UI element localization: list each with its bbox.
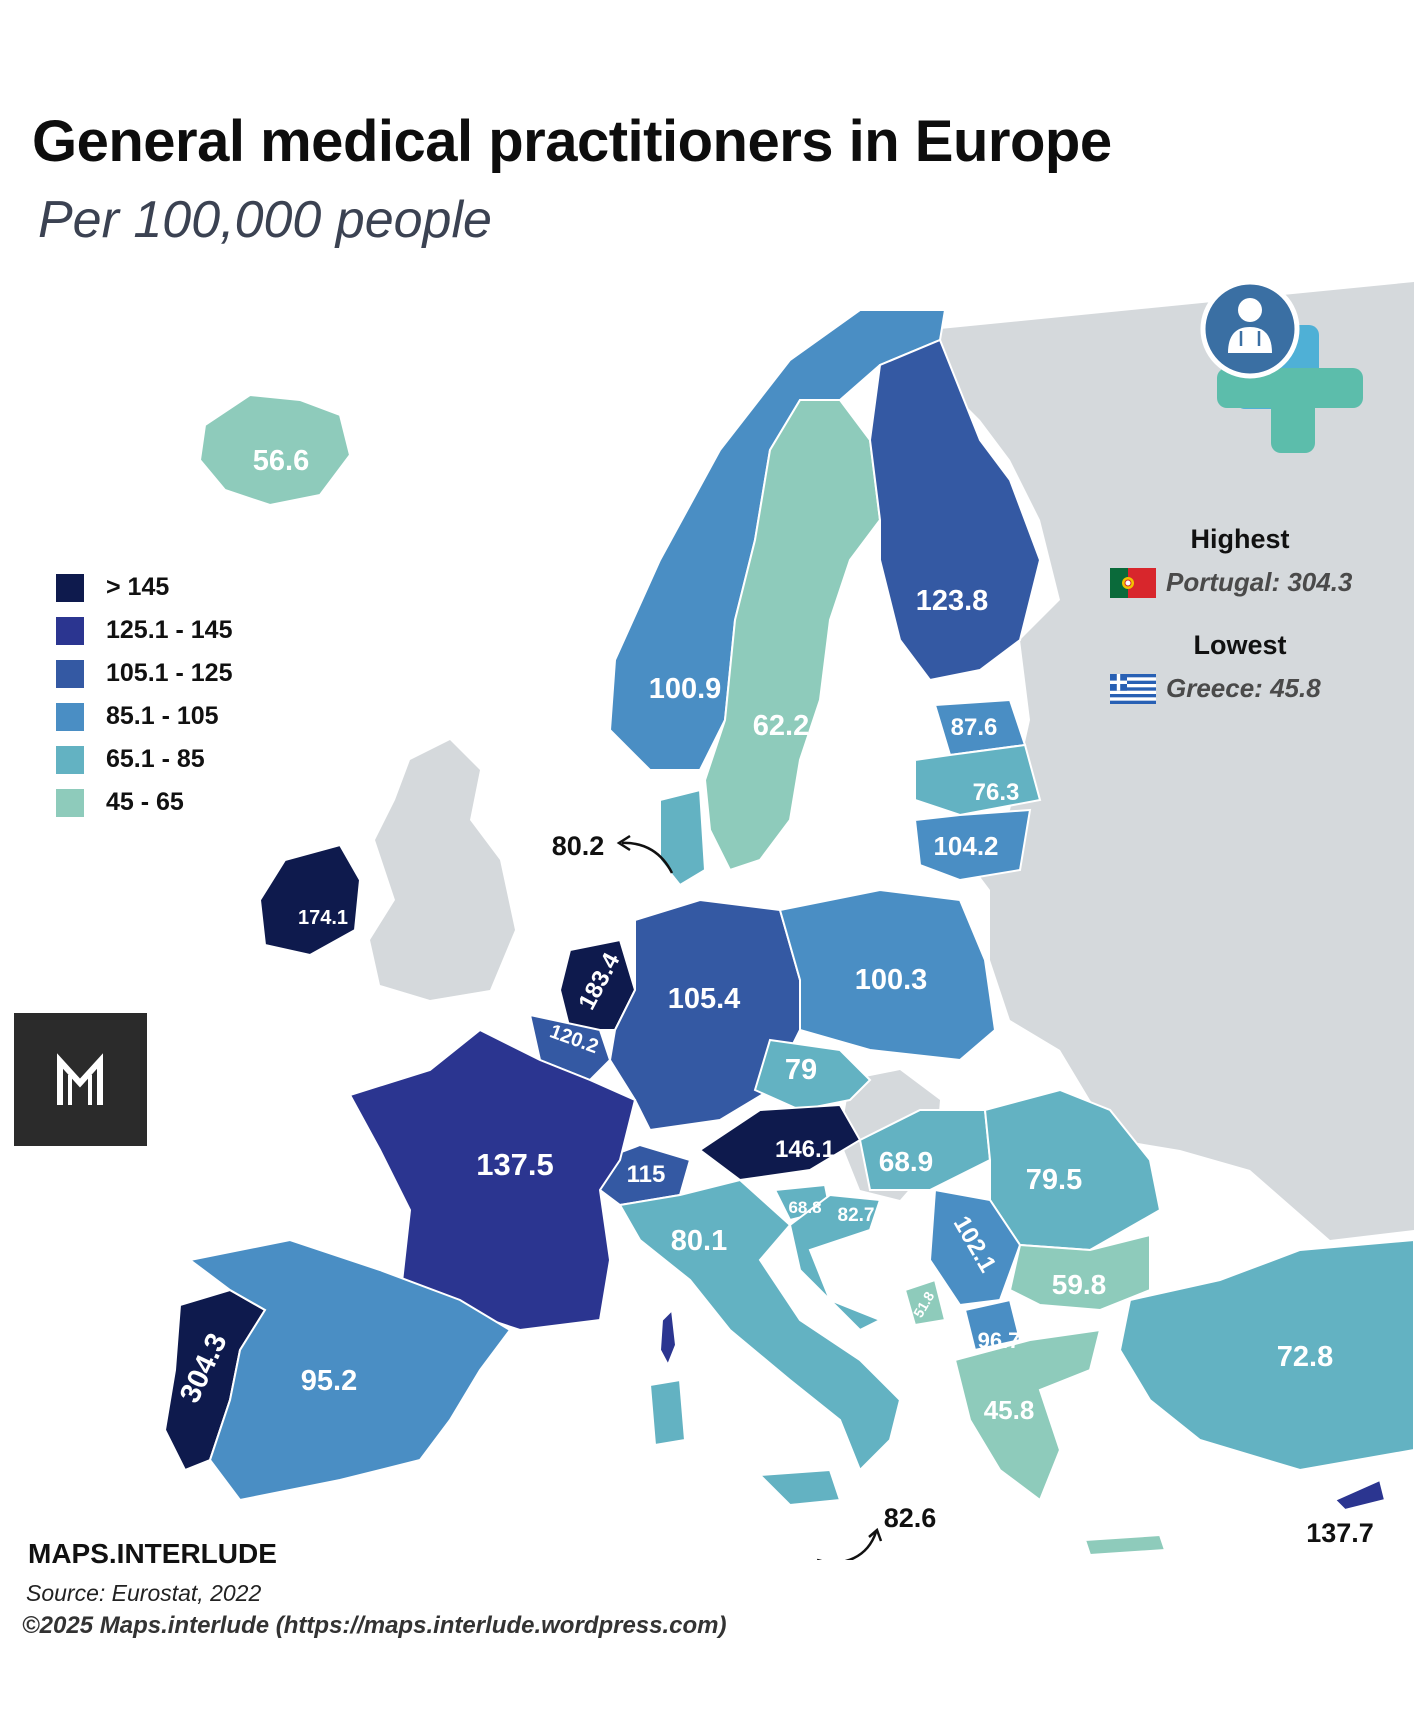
- country-romania: [983, 1088, 1162, 1252]
- country-shapes: [163, 309, 1414, 1557]
- legend-label: 105.1 - 125: [106, 659, 233, 687]
- legend-swatch: [56, 659, 84, 688]
- legend-label: 65.1 - 85: [106, 745, 205, 773]
- brand-name: MAPS.INTERLUDE: [28, 1538, 277, 1569]
- label-sweden: 62.2: [753, 710, 809, 742]
- country-corsica: [658, 1307, 678, 1368]
- country-iceland: [198, 393, 352, 507]
- legend-item: > 145: [56, 566, 233, 609]
- denmark-callout-arrow: [621, 841, 674, 874]
- europe-map: 56.6 100.9 62.2 123.8 87.6 76.3 104.2 80…: [163, 280, 1414, 1560]
- label-greece: 45.8: [984, 1395, 1035, 1425]
- country-finland: [868, 338, 1042, 682]
- highest-value: Portugal: 304.3: [1166, 567, 1353, 597]
- label-italy: 80.1: [671, 1225, 727, 1257]
- label-germany: 105.4: [668, 983, 741, 1015]
- portugal-flag-icon: [1110, 567, 1156, 598]
- legend-swatch: [56, 616, 84, 645]
- label-cyprus: 137.7: [1306, 1518, 1374, 1548]
- label-iceland: 56.6: [253, 445, 309, 477]
- highest-row: Portugal: 304.3: [1110, 567, 1380, 598]
- lowest-heading: Lowest: [1193, 630, 1287, 660]
- legend: > 145 125.1 - 145 105.1 - 125 85.1 - 105…: [56, 566, 233, 824]
- legend-label: 125.1 - 145: [106, 616, 233, 644]
- country-croatia: [788, 1193, 883, 1332]
- label-poland: 100.3: [855, 964, 928, 996]
- label-north-macedonia: 96.7: [978, 1328, 1021, 1353]
- legend-item: 45 - 65: [56, 781, 233, 824]
- country-italy: [618, 1178, 902, 1472]
- label-estonia: 87.6: [951, 714, 998, 741]
- legend-item: 105.1 - 125: [56, 652, 233, 695]
- malta-arrowhead-icon: [868, 1527, 883, 1542]
- maps-interlude-logo-icon: [14, 1013, 147, 1146]
- country-cyprus: [1333, 1478, 1387, 1512]
- label-slovenia: 68.8: [788, 1198, 821, 1217]
- label-malta: 82.6: [884, 1503, 937, 1533]
- page-title: General medical practitioners in Europe: [32, 109, 1112, 174]
- country-montenegro: [903, 1278, 947, 1327]
- country-crete: [1083, 1533, 1167, 1557]
- country-turkey: [1118, 1238, 1414, 1472]
- highest-heading: Highest: [1190, 524, 1290, 554]
- legend-item: 125.1 - 145: [56, 609, 233, 652]
- country-north-macedonia: [963, 1298, 1022, 1352]
- denmark-arrowhead-icon: [616, 834, 631, 852]
- label-lithuania: 104.2: [933, 831, 998, 861]
- country-lithuania: [913, 808, 1032, 882]
- country-sweden: [703, 399, 882, 872]
- label-norway: 100.9: [649, 673, 722, 705]
- legend-swatch: [56, 573, 84, 602]
- copyright-note: ©2025 Maps.interlude (https://maps.inter…: [22, 1612, 727, 1639]
- legend-swatch: [56, 702, 84, 731]
- label-hungary: 68.9: [879, 1146, 934, 1177]
- country-czechia: [753, 1038, 872, 1112]
- country-latvia: [914, 743, 1042, 817]
- label-austria: 146.1: [775, 1136, 835, 1163]
- country-spain: [187, 1238, 512, 1502]
- legend-swatch: [56, 745, 84, 774]
- label-latvia: 76.3: [973, 779, 1020, 806]
- label-france: 137.5: [476, 1147, 554, 1182]
- country-denmark: [659, 788, 707, 887]
- label-romania: 79.5: [1026, 1164, 1082, 1196]
- lowest-row: Greece: 45.8: [1110, 673, 1380, 704]
- country-sardinia: [648, 1378, 687, 1447]
- source-note: Source: Eurostat, 2022: [26, 1580, 262, 1606]
- country-poland: [778, 888, 997, 1062]
- label-croatia: 82.7: [838, 1205, 875, 1226]
- legend-item: 85.1 - 105: [56, 695, 233, 738]
- label-czechia: 79: [785, 1054, 817, 1086]
- legend-label: > 145: [106, 573, 170, 601]
- country-bulgaria: [1008, 1233, 1151, 1312]
- label-switzerland: 115: [627, 1161, 666, 1188]
- country-ireland: [258, 843, 362, 957]
- greece-flag-icon: [1110, 673, 1156, 704]
- highest-lowest-panel: Highest Portugal: 304.3 Lowest Greece: 4…: [1100, 524, 1380, 704]
- doctor-icon: [1200, 280, 1300, 379]
- legend-label: 45 - 65: [106, 788, 184, 816]
- legend-label: 85.1 - 105: [106, 702, 219, 730]
- label-bulgaria: 59.8: [1052, 1269, 1107, 1300]
- label-turkey: 72.8: [1277, 1341, 1333, 1373]
- country-sicily: [757, 1468, 842, 1507]
- country-greece: [953, 1328, 1102, 1502]
- label-ireland: 174.1: [298, 907, 348, 929]
- label-spain: 95.2: [301, 1365, 357, 1397]
- malta-callout-arrow: [817, 1531, 878, 1560]
- legend-item: 65.1 - 85: [56, 738, 233, 781]
- page-subtitle: Per 100,000 people: [38, 191, 492, 249]
- country-serbia: [928, 1188, 1022, 1307]
- label-finland: 123.8: [916, 585, 989, 617]
- label-denmark: 80.2: [552, 831, 605, 861]
- lowest-value: Greece: 45.8: [1166, 673, 1321, 703]
- legend-swatch: [56, 788, 84, 817]
- country-france: [348, 1028, 637, 1332]
